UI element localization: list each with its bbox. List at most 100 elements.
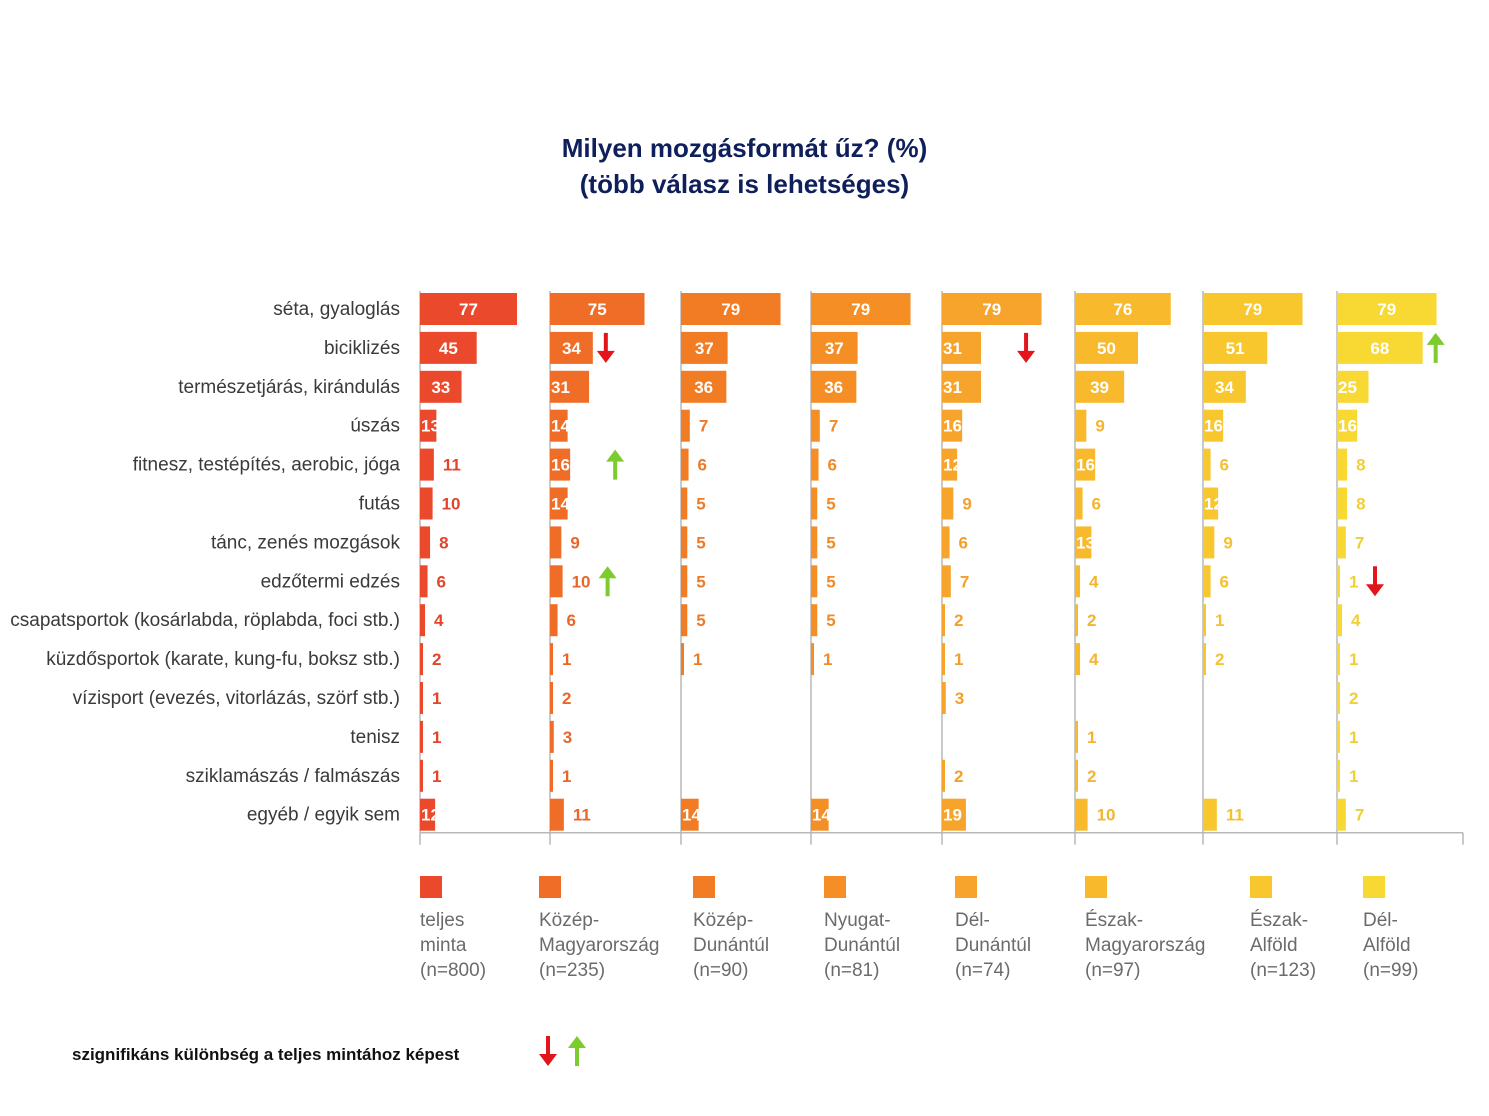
data-label: 51 bbox=[1226, 339, 1245, 358]
bar bbox=[1337, 720, 1340, 753]
data-label: 1 bbox=[954, 650, 963, 669]
bar bbox=[1337, 643, 1340, 676]
bar bbox=[681, 331, 728, 364]
legend-swatch bbox=[420, 876, 442, 898]
data-label: 7 bbox=[960, 572, 969, 591]
data-label: 1 bbox=[1349, 767, 1358, 786]
bar bbox=[1075, 604, 1078, 637]
data-label: 16 bbox=[1338, 417, 1357, 436]
data-label: 6 bbox=[698, 456, 707, 475]
data-label: 5 bbox=[826, 495, 835, 514]
data-label: 1 bbox=[1349, 728, 1358, 747]
category-label: egyéb / egyik sem bbox=[247, 805, 400, 826]
bar bbox=[1337, 526, 1346, 559]
bar bbox=[811, 604, 818, 637]
data-label: 5 bbox=[696, 495, 705, 514]
bar bbox=[681, 798, 699, 831]
data-label: 45 bbox=[439, 339, 458, 358]
data-label: 37 bbox=[695, 339, 714, 358]
bar bbox=[1203, 331, 1268, 364]
category-label: fitnesz, testépítés, aerobic, jóga bbox=[133, 455, 401, 476]
bar bbox=[550, 604, 558, 637]
data-label: 6 bbox=[567, 611, 576, 630]
bar bbox=[681, 448, 689, 481]
bar bbox=[681, 643, 684, 676]
bar bbox=[811, 798, 829, 831]
bar bbox=[942, 604, 945, 637]
bar bbox=[420, 682, 423, 714]
data-label: 5 bbox=[826, 572, 835, 591]
bar bbox=[1337, 331, 1423, 364]
up-arrow-icon bbox=[1426, 332, 1445, 363]
data-label: 9 bbox=[570, 533, 579, 552]
category-label: küzdősportok (karate, kung-fu, boksz stb… bbox=[46, 649, 400, 670]
bar bbox=[942, 565, 951, 598]
legend-swatch bbox=[955, 876, 977, 898]
bar bbox=[550, 682, 553, 714]
bar bbox=[550, 331, 593, 364]
title-line-2: (több válasz is lehetséges) bbox=[579, 169, 910, 199]
bar bbox=[681, 526, 688, 559]
data-label: 8 bbox=[1356, 495, 1365, 514]
chart-title: Milyen mozgásformát űz? (%) (több válasz… bbox=[0, 130, 1489, 202]
bar bbox=[1337, 409, 1358, 442]
bar bbox=[942, 759, 945, 792]
data-label: 79 bbox=[982, 300, 1001, 319]
data-label: 1 bbox=[562, 650, 571, 669]
bar bbox=[1075, 720, 1078, 753]
data-label: 2 bbox=[1087, 767, 1096, 786]
data-label: 16 bbox=[551, 456, 570, 475]
bar bbox=[811, 293, 911, 325]
legend-label: (n=800) bbox=[420, 960, 486, 981]
legend-label: Nyugat- bbox=[824, 910, 891, 931]
bar bbox=[1337, 293, 1437, 325]
data-label: 25 bbox=[1338, 378, 1357, 397]
data-label: 12 bbox=[943, 456, 962, 475]
bar bbox=[1203, 643, 1206, 676]
down-arrow-icon bbox=[1366, 566, 1384, 597]
data-label: 5 bbox=[696, 611, 705, 630]
bar bbox=[1075, 331, 1138, 364]
bar bbox=[942, 798, 966, 831]
bar bbox=[942, 643, 945, 676]
legend-label: (n=123) bbox=[1250, 960, 1316, 981]
bar bbox=[1075, 565, 1081, 598]
bar bbox=[1203, 293, 1303, 325]
bar bbox=[550, 565, 563, 598]
bar bbox=[550, 409, 568, 442]
bar bbox=[420, 720, 423, 753]
data-label: 8 bbox=[1356, 456, 1365, 475]
data-label: 9 bbox=[1223, 533, 1232, 552]
data-label: 13 bbox=[1076, 533, 1095, 552]
data-label: 79 bbox=[721, 300, 740, 319]
bar bbox=[811, 409, 820, 442]
data-label: 1 bbox=[432, 767, 441, 786]
data-label: 16 bbox=[1076, 456, 1095, 475]
bar bbox=[942, 409, 963, 442]
legend-label: Dunántúl bbox=[955, 935, 1031, 956]
category-label: sziklamászás / falmászás bbox=[186, 766, 400, 787]
bar bbox=[1075, 798, 1088, 831]
data-label: 79 bbox=[1243, 300, 1262, 319]
data-label: 11 bbox=[573, 806, 591, 825]
bar bbox=[942, 293, 1042, 325]
data-label: 5 bbox=[696, 533, 705, 552]
bar bbox=[811, 331, 858, 364]
bar bbox=[550, 798, 564, 831]
data-label: 6 bbox=[1220, 456, 1229, 475]
data-label: 1 bbox=[823, 650, 832, 669]
bar bbox=[420, 565, 428, 598]
legend-swatch bbox=[539, 876, 561, 898]
data-label: 14 bbox=[682, 806, 701, 825]
data-label: 33 bbox=[431, 378, 450, 397]
bar bbox=[420, 526, 431, 559]
data-label: 36 bbox=[824, 378, 843, 397]
bar bbox=[811, 448, 819, 481]
bar bbox=[1075, 643, 1081, 676]
bar bbox=[1203, 448, 1211, 481]
bar bbox=[1203, 526, 1215, 559]
data-label: 1 bbox=[1087, 728, 1096, 747]
bar bbox=[550, 370, 590, 403]
data-label: 39 bbox=[1090, 378, 1109, 397]
